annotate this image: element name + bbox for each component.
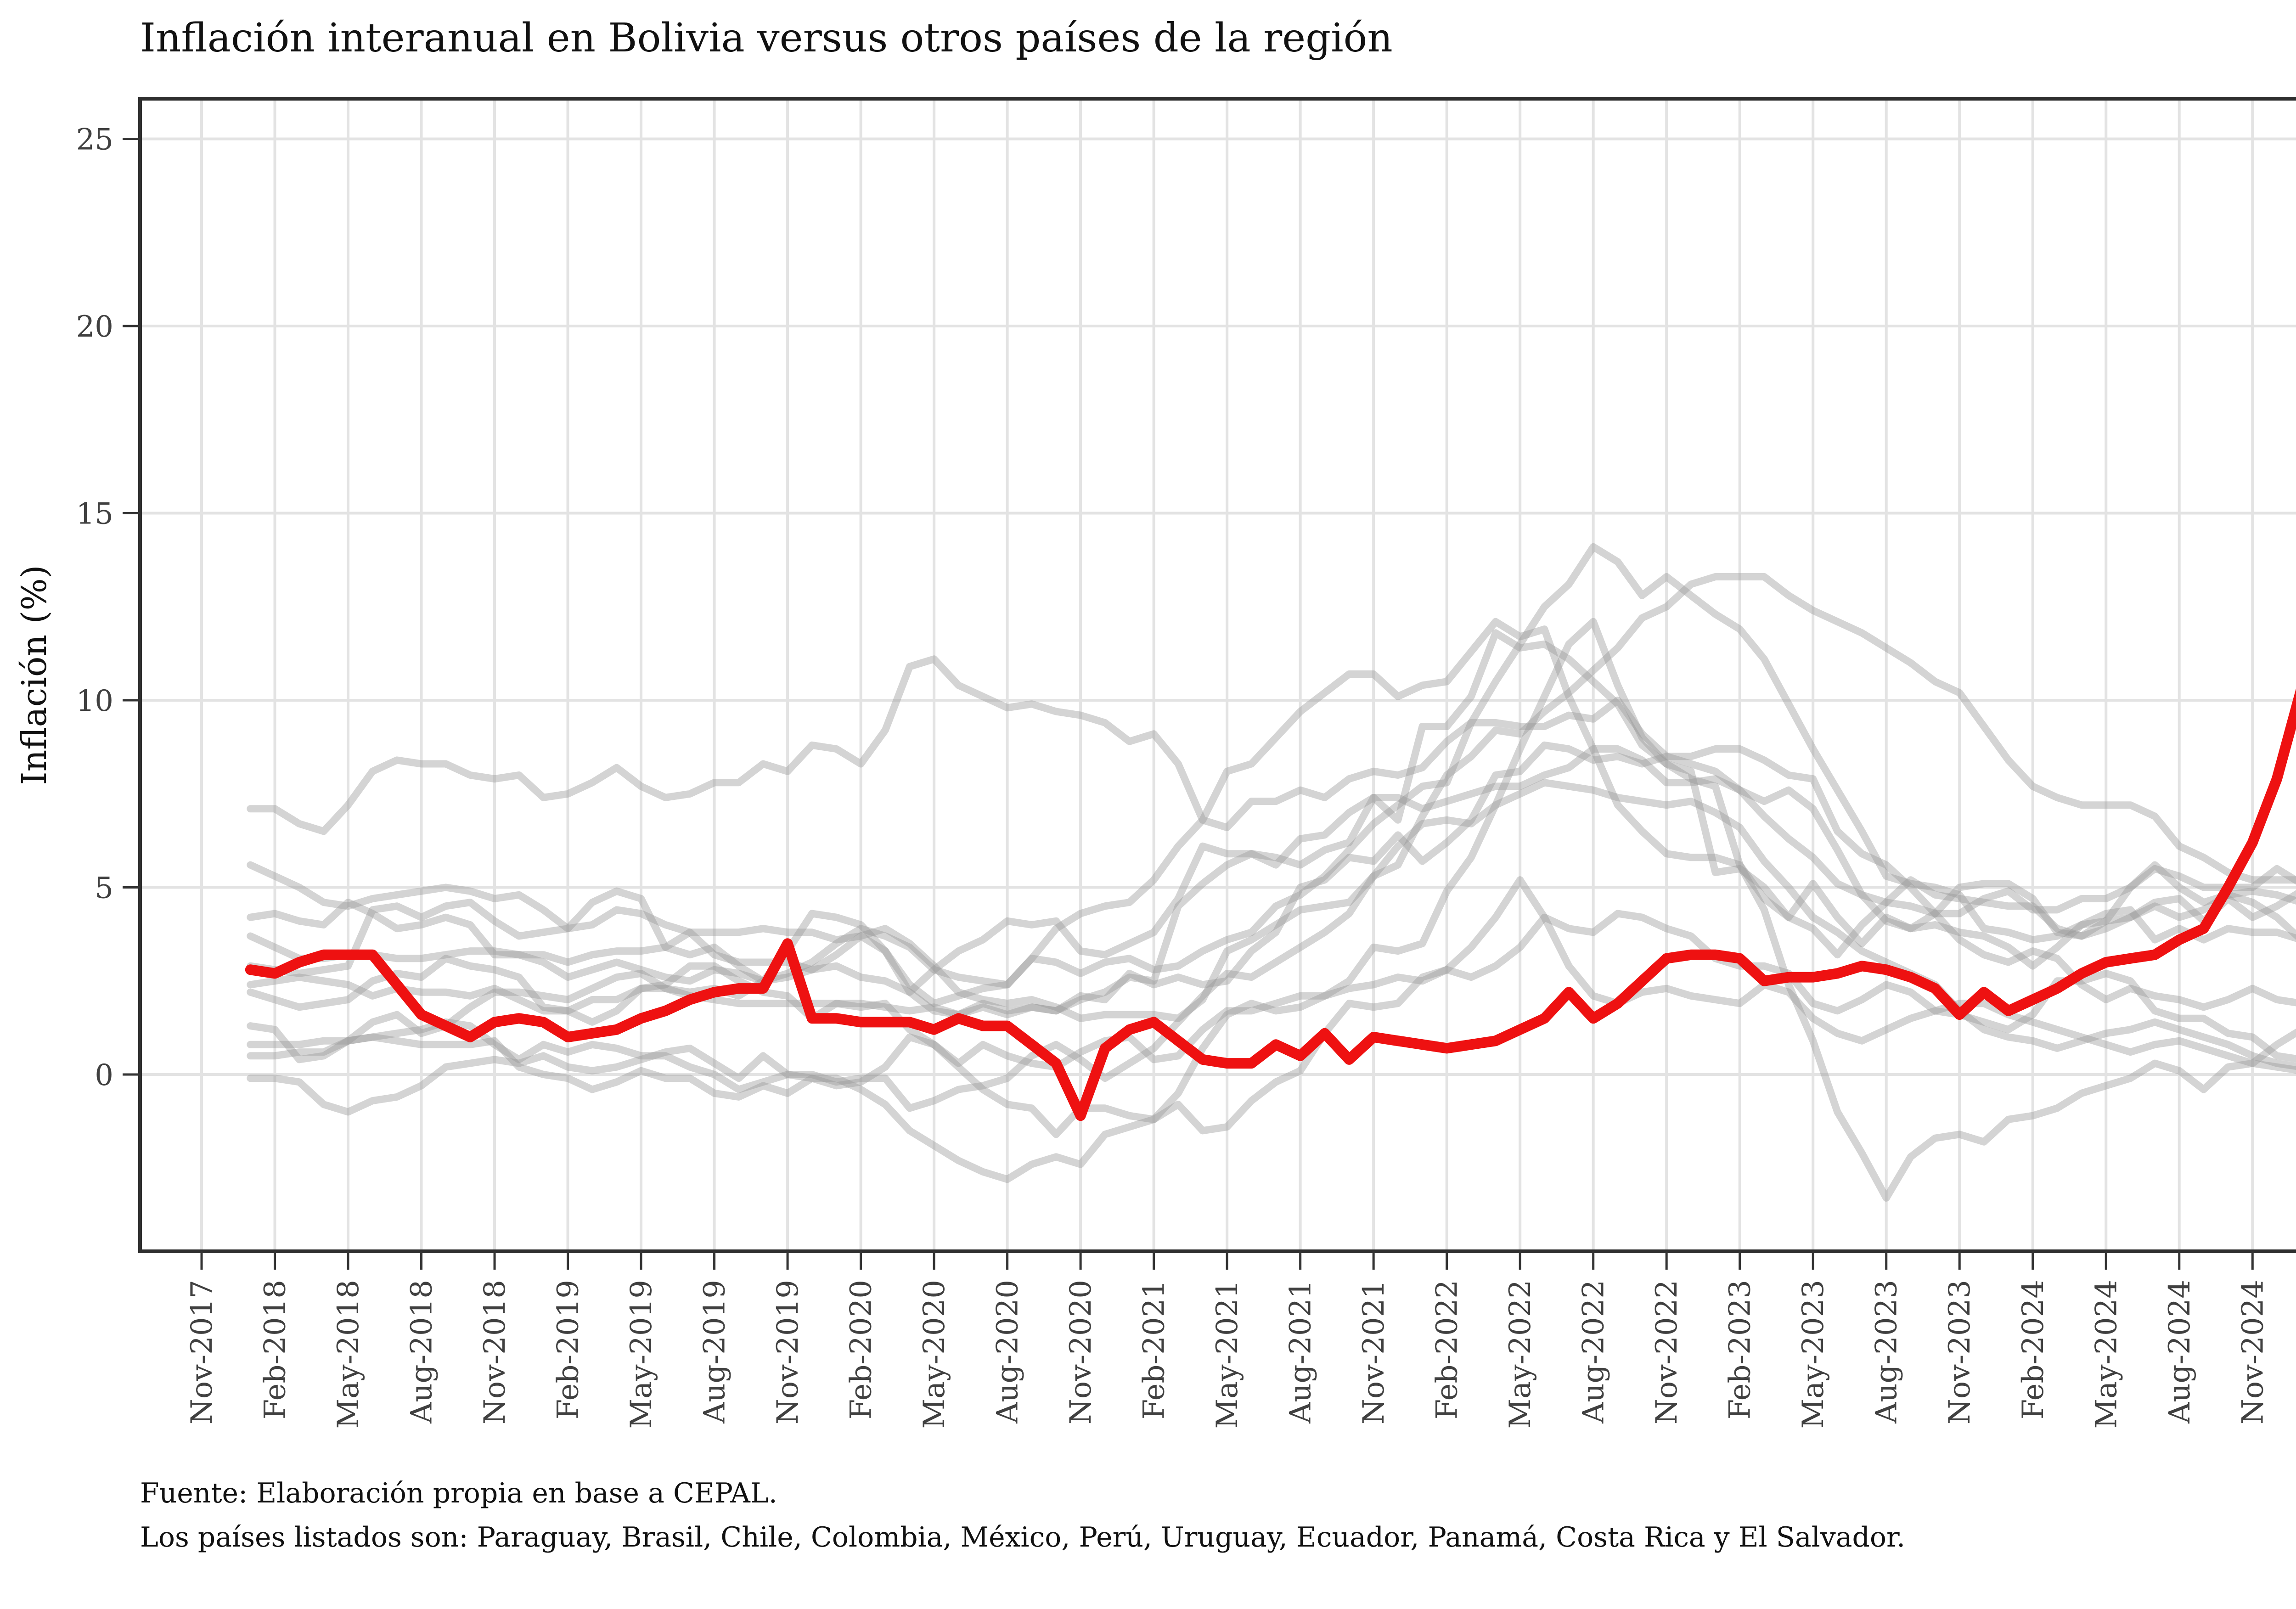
x-tick-label: May-2023 [1796,1280,1830,1429]
x-tick-label: May-2024 [2089,1280,2123,1429]
series-line-el-salvador [247,779,2296,1112]
x-tick-label: Nov-2021 [1357,1280,1391,1424]
series-line-perú [247,741,2296,1063]
series-line-panamá [247,876,2296,1183]
series-line-colombia [247,573,2296,1022]
caption-source: Fuente: Elaboración propia en base a CEP… [140,1477,777,1509]
x-axis-tick-labels: Nov-2017 Feb-2018 May-2018 Aug-2018 Nov-2018… [185,1280,2270,1429]
x-tick-label: Nov-2023 [1943,1280,1977,1424]
x-tick-label: Nov-2024 [2236,1280,2270,1424]
series-line-bolivia-highlight [245,688,2296,1121]
series-line-chile [247,543,2296,1015]
y-tick-label: 5 [95,872,113,906]
series-lines [245,543,2296,1202]
series-line-ecuador [247,910,2296,1138]
x-tick-label: Aug-2020 [991,1280,1025,1424]
x-tick-label: May-2020 [917,1280,951,1429]
x-tick-label: Feb-2019 [551,1280,585,1419]
series-line-paraguay [247,629,2296,1018]
x-tick-label: Aug-2019 [698,1280,732,1424]
y-tick-label: 15 [76,497,113,531]
y-tick-label: 0 [95,1058,113,1092]
series-line-uruguay [247,655,2296,940]
x-tick-label: Nov-2017 [185,1280,219,1424]
x-tick-label: Feb-2022 [1430,1280,1464,1419]
x-tick-label: Aug-2023 [1870,1280,1904,1424]
x-tick-label: Nov-2020 [1064,1280,1098,1424]
caption-countries: Los países listados son: Paraguay, Brasi… [140,1521,1905,1553]
x-tick-label: May-2019 [625,1280,658,1429]
series-line-méxico [247,745,2296,996]
x-tick-label: May-2022 [1503,1280,1537,1429]
gridlines [140,99,2296,1251]
x-tick-label: Nov-2019 [771,1280,805,1424]
panel-border [138,97,2296,1253]
series-line-costa-rica [247,618,2296,1202]
x-tick-label: Aug-2024 [2163,1280,2197,1424]
series-line-brasil [247,618,2296,1007]
chart-title: Inflación interanual en Bolivia versus o… [140,15,1393,61]
y-tick-label: 20 [76,310,113,344]
x-tick-label: Aug-2022 [1577,1280,1611,1424]
x-tick-label: May-2021 [1210,1280,1244,1429]
y-axis-tick-labels: 0 5 10 15 20 25 [76,123,113,1093]
x-tick-label: Feb-2024 [2016,1280,2050,1419]
x-tick-label: Feb-2018 [259,1280,293,1419]
y-axis-title: Inflación (%) [15,565,54,785]
axis-ticks [123,138,2254,1270]
x-tick-label: Feb-2020 [844,1280,878,1419]
x-tick-label: Aug-2021 [1284,1280,1318,1424]
x-tick-label: Aug-2018 [405,1280,439,1424]
y-tick-label: 25 [76,123,113,157]
x-tick-label: Feb-2021 [1137,1280,1171,1419]
x-tick-label: May-2018 [332,1280,366,1429]
y-tick-label: 10 [76,684,113,718]
x-tick-label: Feb-2023 [1723,1280,1757,1419]
x-tick-label: Nov-2018 [478,1280,512,1424]
x-tick-label: Nov-2022 [1650,1280,1684,1424]
